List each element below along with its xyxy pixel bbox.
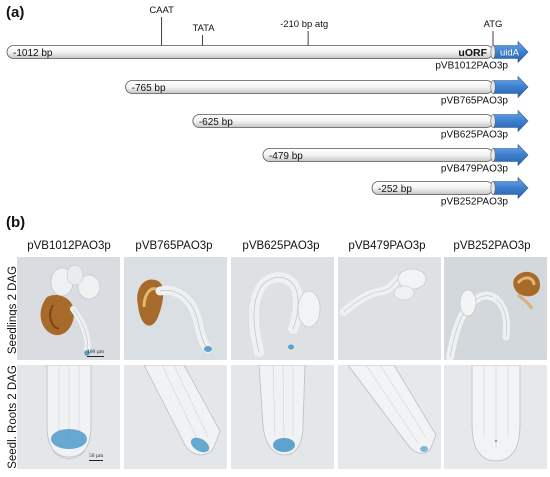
column-header: pVB479PAO3p <box>348 240 426 252</box>
root-image-625 <box>231 365 334 469</box>
seedling-image-625 <box>231 257 334 360</box>
junction-cap <box>490 181 496 195</box>
column-header: pVB252PAO3p <box>453 240 531 252</box>
root-image-252 <box>444 365 547 469</box>
promoter-deletion-diagram: CAAT TATA -210 bp atg ATG -1012 bp pVB1012PA… <box>6 5 529 208</box>
root-image-479 <box>338 365 441 469</box>
construct-name-label: pVB625PAO3p <box>441 130 509 141</box>
junction-cap <box>490 114 496 128</box>
construct-2: -765 bp pVB765PAO3p <box>125 75 529 107</box>
element-label: ATG <box>484 19 503 30</box>
promoter-bar <box>6 45 494 59</box>
uorf-label: uORF <box>458 47 487 59</box>
seedling-image-479 <box>338 257 441 360</box>
construct-name-label: pVB1012PAO3p <box>435 61 508 72</box>
column-header: pVB625PAO3p <box>242 240 320 252</box>
promoter-bar <box>192 114 494 128</box>
column-header: pVB1012PAO3p <box>27 240 111 252</box>
reporter-arrow <box>492 40 529 64</box>
seedling-image-765 <box>124 257 227 360</box>
construct-start-label: -479 bp <box>269 151 303 162</box>
root-image-765 <box>124 365 227 469</box>
construct-3: -625 bp pVB625PAO3p <box>192 109 529 141</box>
construct-1: -1012 bp pVB1012PAO3p uORF uidA <box>6 40 529 72</box>
element-label: CAAT <box>149 5 174 16</box>
junction-cap <box>490 148 496 162</box>
construct-name-label: pVB479PAO3p <box>441 164 509 175</box>
promoter-bar <box>125 80 494 94</box>
construct-start-label: -765 bp <box>132 83 166 94</box>
root-image-1012: 50 µm <box>17 365 120 469</box>
column-header: pVB765PAO3p <box>135 240 213 252</box>
scale-bar-bottom: 50 µm <box>89 453 104 461</box>
panel-b-label: (b) <box>6 214 26 231</box>
construct-name-label: pVB765PAO3p <box>441 96 509 107</box>
seedling-image-1012: 100 µm <box>17 257 120 360</box>
construct-4: -479 bp pVB479PAO3p <box>262 143 529 175</box>
reporter-arrow <box>492 143 529 167</box>
construct-start-label: -1012 bp <box>13 48 53 59</box>
scale-bar-top: 100 µm <box>87 349 105 357</box>
element-label: TATA <box>192 23 215 34</box>
reporter-label: uidA <box>500 48 520 59</box>
junction-cap <box>490 80 496 94</box>
seedling-image-252 <box>444 257 547 360</box>
construct-name-label: pVB252PAO3p <box>441 197 509 208</box>
reporter-arrow <box>492 109 529 133</box>
element-label: -210 bp atg <box>280 19 328 30</box>
junction-cap <box>490 45 496 59</box>
construct-start-label: -625 bp <box>199 117 233 128</box>
construct-start-label: -252 bp <box>378 184 412 195</box>
reporter-arrow <box>492 176 529 200</box>
construct-5: -252 bp pVB252PAO3p <box>371 176 529 208</box>
panel-a-label: (a) <box>6 4 25 21</box>
reporter-arrow <box>492 75 529 99</box>
